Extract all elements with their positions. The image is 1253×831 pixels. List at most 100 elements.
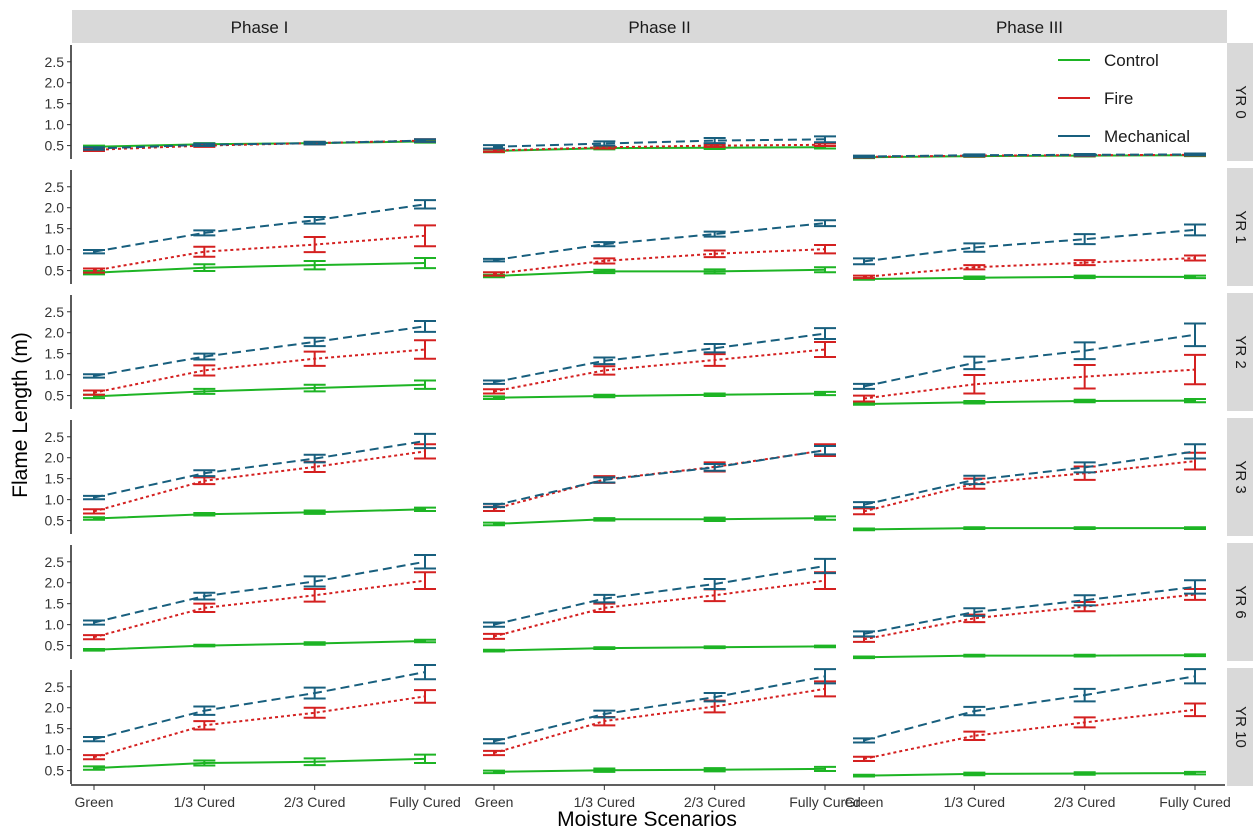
y-tick-label: 1.5 — [45, 721, 65, 737]
x-tick-label: Green — [845, 794, 884, 810]
error-bar-mechanical — [814, 219, 836, 228]
error-bar-mechanical — [414, 432, 436, 450]
error-bar-mechanical — [1184, 223, 1206, 237]
error-bar-mechanical — [1073, 341, 1096, 361]
error-bar-fire — [853, 755, 875, 762]
series-line-control — [493, 517, 826, 525]
error-bar-mechanical — [193, 591, 216, 601]
series-line-mechanical — [93, 560, 426, 624]
row-strip-label: YR 2 — [1232, 335, 1249, 368]
error-bar-fire — [1184, 702, 1206, 718]
error-bar-fire — [83, 389, 105, 396]
error-bar-mechanical — [1184, 579, 1206, 595]
error-bar-mechanical — [814, 668, 836, 685]
error-bar-control — [414, 379, 436, 390]
error-bar-mechanical — [83, 249, 105, 255]
series-line-fire — [93, 234, 426, 272]
error-bar-control — [83, 516, 105, 521]
y-tick-label: 2.0 — [45, 325, 65, 341]
y-tick-label: 2.0 — [45, 575, 65, 591]
series-line-fire — [863, 460, 1196, 513]
series-line-control — [493, 645, 826, 652]
error-bar-fire — [193, 720, 216, 731]
y-tick-label: 1.0 — [45, 367, 65, 383]
error-bar-control — [1184, 397, 1206, 404]
error-bar-control — [414, 506, 436, 512]
error-bar-mechanical — [963, 607, 986, 617]
error-bar-fire — [963, 264, 986, 271]
panel-yr-1-phase-iii — [853, 223, 1206, 281]
error-bar-fire — [853, 507, 875, 516]
error-bar-fire — [814, 244, 836, 255]
error-bar-mechanical — [703, 692, 726, 703]
legend-item-mechanical: Mechanical — [1052, 121, 1227, 151]
series-line-control — [93, 508, 426, 520]
panel-yr-2-phase-ii — [483, 327, 836, 400]
panel-yr-1-phase-ii — [483, 219, 836, 279]
error-bar-control — [1073, 526, 1096, 530]
y-tick-label: 0.5 — [45, 513, 65, 529]
legend-item-fire: Fire — [1052, 83, 1227, 113]
error-bar-mechanical — [83, 146, 105, 151]
error-bar-fire — [593, 365, 616, 376]
error-bar-control — [1184, 653, 1206, 658]
legend-label: Control — [1104, 51, 1159, 70]
error-bar-mechanical — [193, 352, 216, 361]
series-line-mechanical — [863, 585, 1196, 635]
error-bar-fire — [483, 632, 505, 640]
series-line-fire — [493, 248, 826, 275]
error-bar-mechanical — [593, 709, 616, 719]
series-line-fire — [863, 153, 1196, 158]
x-tick-label: 1/3 Cured — [174, 794, 235, 810]
error-bar-fire — [963, 374, 986, 395]
error-bar-control — [303, 259, 326, 271]
error-bar-control — [593, 268, 616, 275]
error-bar-mechanical — [303, 140, 326, 146]
error-bar-control — [1184, 770, 1206, 776]
error-bar-mechanical — [303, 686, 326, 700]
error-bar-fire — [1073, 259, 1096, 267]
error-bar-mechanical — [1073, 233, 1096, 246]
error-bar-control — [1073, 274, 1096, 280]
panel-yr-2-phase-i: 0.5 1.0 1.5 2.0 2.5 — [45, 295, 436, 409]
error-bar-control — [963, 771, 986, 777]
error-bar-control — [483, 769, 505, 775]
series-line-control — [863, 654, 1196, 659]
legend-label: Fire — [1104, 89, 1133, 108]
error-bar-control — [853, 773, 875, 778]
x-tick-label: Green — [75, 794, 114, 810]
y-tick-label: 1.0 — [45, 117, 65, 133]
panel-yr-3-phase-ii — [483, 443, 836, 527]
error-bar-mechanical — [593, 356, 616, 366]
error-bar-fire — [414, 689, 436, 704]
series-line-mechanical — [93, 671, 426, 741]
error-bar-fire — [303, 588, 326, 603]
panel-yr-0-phase-ii — [483, 135, 836, 154]
error-bar-fire — [83, 754, 105, 761]
row-strip-label: YR 1 — [1232, 210, 1249, 243]
error-bar-mechanical — [853, 737, 875, 744]
error-bar-mechanical — [593, 241, 616, 248]
y-tick-label: 1.5 — [45, 471, 65, 487]
error-bar-control — [593, 767, 616, 773]
error-bar-mechanical — [853, 501, 875, 509]
error-bar-fire — [1184, 254, 1206, 262]
error-bar-control — [1073, 771, 1096, 776]
error-bar-control — [483, 521, 505, 527]
error-bar-mechanical — [593, 593, 616, 604]
series-line-fire — [493, 687, 826, 754]
error-bar-control — [83, 765, 105, 771]
panel-yr-10-phase-ii — [483, 668, 836, 775]
row-strip-label: YR 6 — [1232, 585, 1249, 618]
series-line-fire — [863, 257, 1196, 278]
y-tick-label: 0.5 — [45, 763, 65, 779]
error-bar-control — [1184, 526, 1206, 530]
x-tick-label: Fully Cured — [1159, 794, 1231, 810]
error-bar-mechanical — [83, 373, 105, 379]
error-bar-fire — [1073, 363, 1096, 390]
error-bar-control — [963, 653, 986, 658]
panel-yr-6-phase-ii — [483, 557, 836, 653]
error-bar-mechanical — [1184, 322, 1206, 348]
